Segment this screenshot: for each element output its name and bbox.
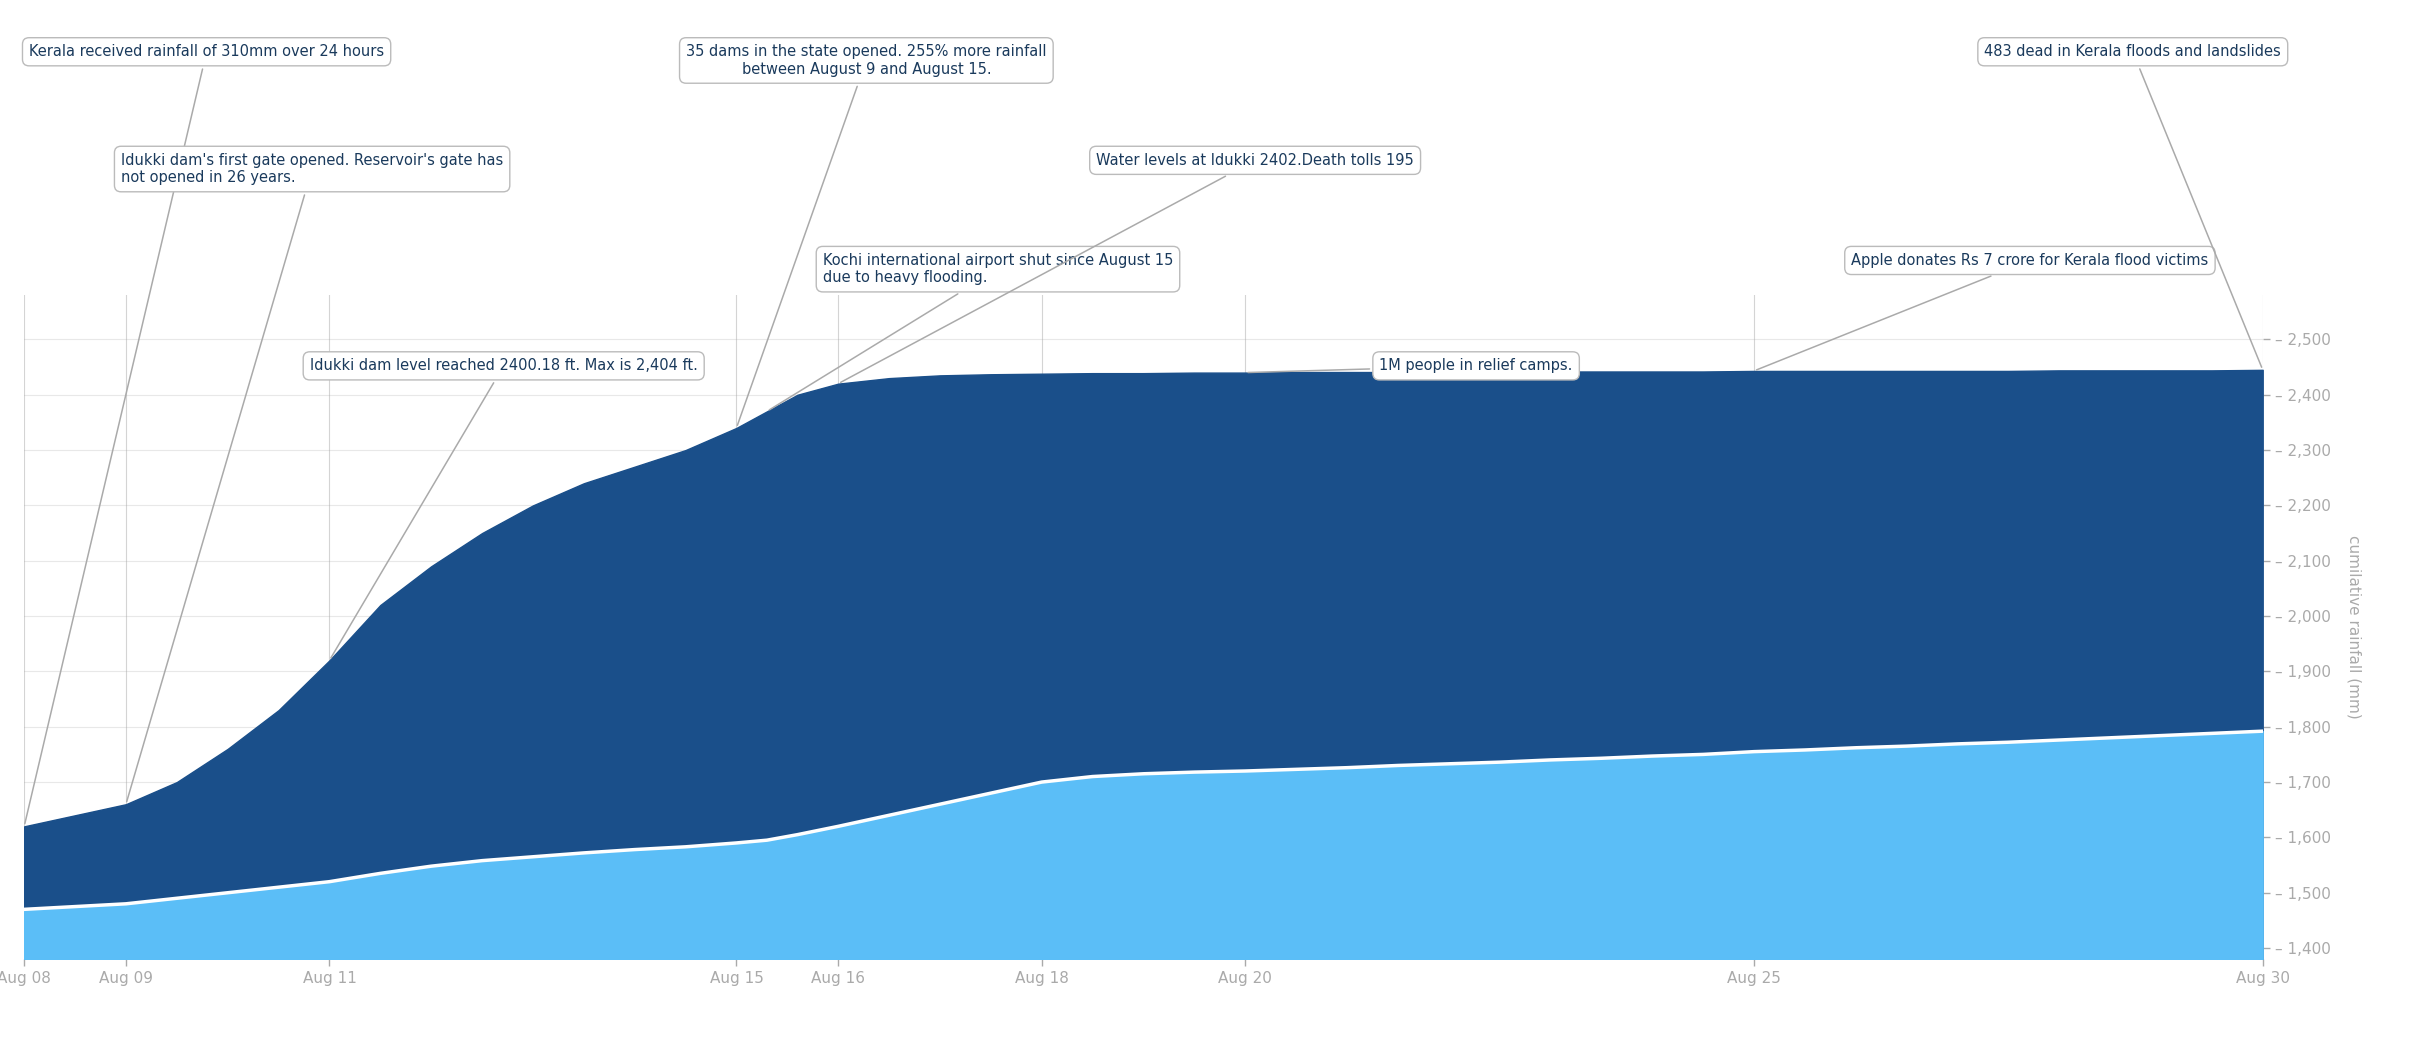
- Text: Kerala received rainfall of 310mm over 24 hours: Kerala received rainfall of 310mm over 2…: [24, 44, 385, 823]
- Text: Water levels at Idukki 2402.Death tolls 195: Water levels at Idukki 2402.Death tolls …: [840, 153, 1413, 383]
- Text: Idukki dam level reached 2400.18 ft. Max is 2,404 ft.: Idukki dam level reached 2400.18 ft. Max…: [310, 358, 697, 658]
- Text: Idukki dam's first gate opened. Reservoir's gate has
not opened in 26 years.: Idukki dam's first gate opened. Reservoi…: [121, 153, 503, 801]
- Text: Kochi international airport shut since August 15
due to heavy flooding.: Kochi international airport shut since A…: [770, 253, 1174, 410]
- Text: 1M people in relief camps.: 1M people in relief camps.: [1249, 358, 1573, 373]
- Text: Apple donates Rs 7 crore for Kerala flood victims: Apple donates Rs 7 crore for Kerala floo…: [1757, 253, 2209, 370]
- Text: 35 dams in the state opened. 255% more rainfall
between August 9 and August 15.: 35 dams in the state opened. 255% more r…: [687, 44, 1045, 426]
- Y-axis label: cumilative rainfall (mm): cumilative rainfall (mm): [2345, 535, 2362, 719]
- Text: 483 dead in Kerala floods and landslides: 483 dead in Kerala floods and landslides: [1984, 44, 2282, 367]
